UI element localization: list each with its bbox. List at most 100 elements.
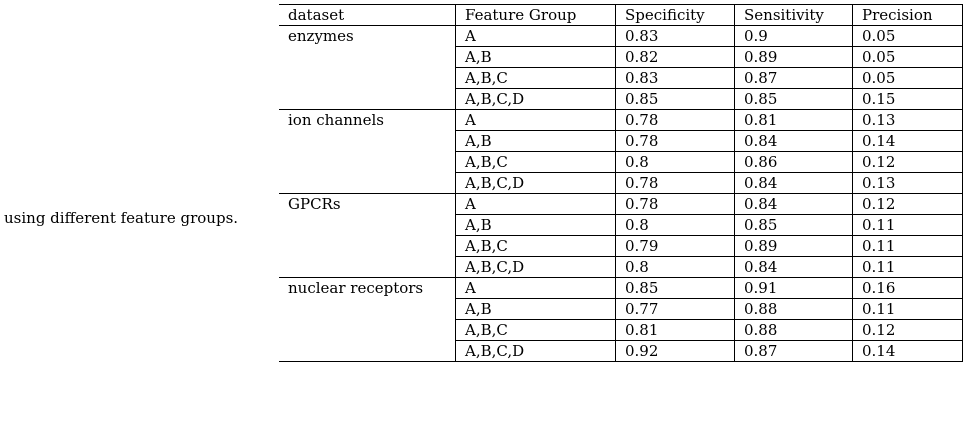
sensitivity-cell: 0.87 [734,67,853,89]
sensitivity-cell: 0.86 [734,151,853,173]
table-row: A,B,C,D 0.85 0.85 0.15 [279,88,963,110]
feature-group-cell: A,B [455,46,616,68]
table-row: A,B,C 0.79 0.89 0.11 [279,235,963,257]
precision-cell: 0.13 [852,172,963,194]
table-row: A,B 0.78 0.84 0.14 [279,130,963,152]
precision-cell: 0.05 [852,25,963,47]
table-row: A,B,C,D 0.92 0.87 0.14 [279,340,963,362]
specificity-cell: 0.85 [615,88,735,110]
dataset-cell: ion channels [279,109,456,131]
precision-cell: 0.11 [852,214,963,236]
header-sensitivity: Sensitivity [734,4,853,26]
precision-cell: 0.14 [852,340,963,362]
feature-group-cell: A [455,109,616,131]
sensitivity-cell: 0.87 [734,340,853,362]
precision-cell: 0.11 [852,298,963,320]
dataset-cell-empty [279,319,456,341]
sensitivity-cell: 0.84 [734,172,853,194]
dataset-cell-empty [279,256,456,278]
sensitivity-cell: 0.91 [734,277,853,299]
feature-group-cell: A,B,C [455,319,616,341]
table-row: A,B,C 0.8 0.86 0.12 [279,151,963,173]
precision-cell: 0.15 [852,88,963,110]
dataset-cell-empty [279,172,456,194]
sensitivity-cell: 0.81 [734,109,853,131]
header-feature-group: Feature Group [455,4,616,26]
precision-cell: 0.14 [852,130,963,152]
specificity-cell: 0.77 [615,298,735,320]
table-row: GPCRs A 0.78 0.84 0.12 [279,193,963,215]
precision-cell: 0.16 [852,277,963,299]
table-row: A,B 0.8 0.85 0.11 [279,214,963,236]
results-table: dataset Feature Group Specificity Sensit… [279,4,963,362]
table-caption: using different feature groups. [4,209,239,227]
feature-group-cell: A,B [455,130,616,152]
dataset-cell-empty [279,46,456,68]
sensitivity-cell: 0.89 [734,46,853,68]
specificity-cell: 0.83 [615,25,735,47]
specificity-cell: 0.78 [615,130,735,152]
feature-group-cell: A [455,193,616,215]
table-row: A,B 0.82 0.89 0.05 [279,46,963,68]
dataset-cell-empty [279,340,456,362]
dataset-cell: enzymes [279,25,456,47]
feature-group-cell: A,B,C [455,67,616,89]
table-row: A,B,C,D 0.8 0.84 0.11 [279,256,963,278]
header-dataset: dataset [279,4,456,26]
specificity-cell: 0.79 [615,235,735,257]
table-header-row: dataset Feature Group Specificity Sensit… [279,4,963,26]
sensitivity-cell: 0.84 [734,256,853,278]
feature-group-cell: A,B,C [455,151,616,173]
specificity-cell: 0.83 [615,67,735,89]
specificity-cell: 0.85 [615,277,735,299]
table-row: A,B,C 0.83 0.87 0.05 [279,67,963,89]
dataset-cell: GPCRs [279,193,456,215]
feature-group-cell: A,B,C,D [455,340,616,362]
dataset-cell: nuclear receptors [279,277,456,299]
table-row: nuclear receptors A 0.85 0.91 0.16 [279,277,963,299]
sensitivity-cell: 0.85 [734,88,853,110]
precision-cell: 0.12 [852,151,963,173]
specificity-cell: 0.81 [615,319,735,341]
precision-cell: 0.05 [852,67,963,89]
sensitivity-cell: 0.85 [734,214,853,236]
dataset-cell-empty [279,67,456,89]
precision-cell: 0.11 [852,235,963,257]
dataset-cell-empty [279,298,456,320]
sensitivity-cell: 0.88 [734,319,853,341]
specificity-cell: 0.78 [615,109,735,131]
table-row: A,B,C,D 0.78 0.84 0.13 [279,172,963,194]
table-row: enzymes A 0.83 0.9 0.05 [279,25,963,47]
dataset-cell-empty [279,130,456,152]
precision-cell: 0.13 [852,109,963,131]
header-specificity: Specificity [615,4,735,26]
feature-group-cell: A,B,C [455,235,616,257]
sensitivity-cell: 0.9 [734,25,853,47]
specificity-cell: 0.82 [615,46,735,68]
sensitivity-cell: 0.88 [734,298,853,320]
table-row: ion channels A 0.78 0.81 0.13 [279,109,963,131]
specificity-cell: 0.78 [615,172,735,194]
dataset-cell-empty [279,235,456,257]
feature-group-cell: A,B,C,D [455,256,616,278]
feature-group-cell: A [455,25,616,47]
dataset-cell-empty [279,88,456,110]
sensitivity-cell: 0.84 [734,130,853,152]
precision-cell: 0.05 [852,46,963,68]
table-body: enzymes A 0.83 0.9 0.05 A,B 0.82 0.89 0.05 A,B,C 0… [279,25,963,362]
table-row: A,B 0.77 0.88 0.11 [279,298,963,320]
header-precision: Precision [852,4,963,26]
specificity-cell: 0.78 [615,193,735,215]
sensitivity-cell: 0.89 [734,235,853,257]
feature-group-cell: A,B,C,D [455,88,616,110]
feature-group-cell: A,B [455,298,616,320]
precision-cell: 0.11 [852,256,963,278]
specificity-cell: 0.8 [615,256,735,278]
table-row: A,B,C 0.81 0.88 0.12 [279,319,963,341]
specificity-cell: 0.92 [615,340,735,362]
specificity-cell: 0.8 [615,214,735,236]
sensitivity-cell: 0.84 [734,193,853,215]
feature-group-cell: A,B [455,214,616,236]
precision-cell: 0.12 [852,193,963,215]
feature-group-cell: A [455,277,616,299]
